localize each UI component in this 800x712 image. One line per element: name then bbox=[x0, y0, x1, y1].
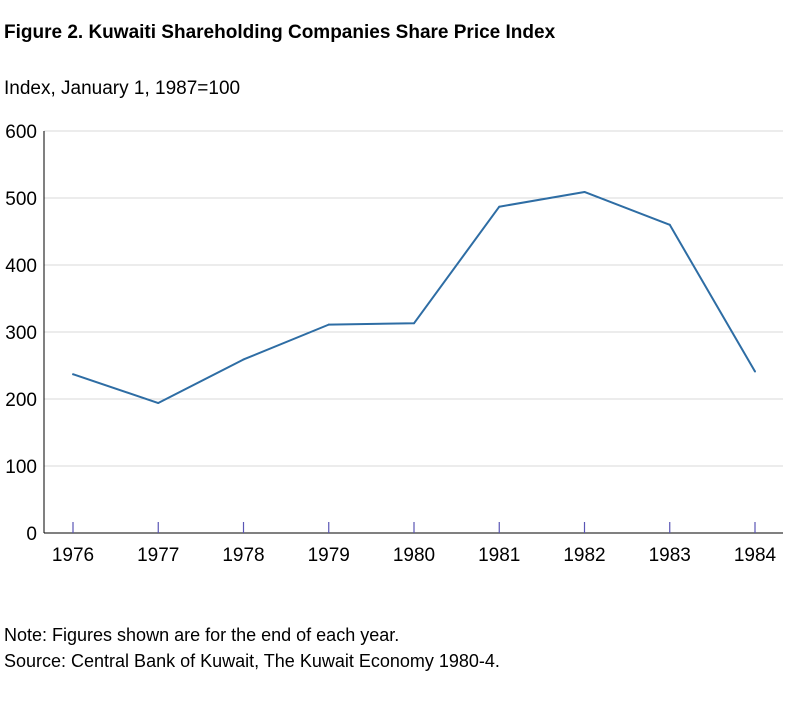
y-tick-label: 600 bbox=[5, 122, 37, 143]
data-point bbox=[754, 370, 756, 373]
y-axis-label: Index, January 1, 1987=100 bbox=[4, 78, 241, 99]
x-tick-label: 1977 bbox=[137, 545, 179, 566]
y-tick-label: 100 bbox=[5, 457, 37, 478]
x-tick-label: 1981 bbox=[478, 545, 520, 566]
x-tick-label: 1983 bbox=[649, 545, 691, 566]
data-point bbox=[327, 323, 330, 326]
data-point bbox=[583, 190, 586, 193]
data-point bbox=[413, 322, 415, 325]
x-tick-label: 1976 bbox=[52, 545, 94, 566]
x-tick-label: 1982 bbox=[563, 545, 605, 566]
chart-notes: Note: Figures shown are for the end of e… bbox=[4, 622, 500, 674]
data-point bbox=[72, 373, 74, 376]
y-tick-label: 300 bbox=[5, 323, 37, 344]
data-point bbox=[668, 223, 671, 226]
data-point bbox=[157, 402, 160, 405]
note-text: Note: Figures shown are for the end of e… bbox=[4, 625, 400, 645]
x-tick-label: 1984 bbox=[734, 545, 777, 566]
y-tick-label: 0 bbox=[26, 524, 37, 545]
y-tick-label: 400 bbox=[5, 256, 37, 277]
series-line bbox=[72, 190, 756, 405]
x-tick-label: 1979 bbox=[308, 545, 350, 566]
source-text: Source: Central Bank of Kuwait, The Kuwa… bbox=[4, 651, 500, 671]
x-tick-label: 1980 bbox=[393, 545, 435, 566]
chart-title: Figure 2. Kuwaiti Shareholding Companies… bbox=[4, 22, 556, 43]
y-tick-label: 500 bbox=[5, 189, 37, 210]
x-tick-label: 1978 bbox=[222, 545, 264, 566]
data-point bbox=[242, 358, 245, 361]
data-point bbox=[498, 205, 501, 208]
y-tick-label: 200 bbox=[5, 390, 37, 411]
line-chart: 0 100 200 300 400 500 600 1976 1977 1978 1979 1980 1… bbox=[5, 122, 783, 566]
